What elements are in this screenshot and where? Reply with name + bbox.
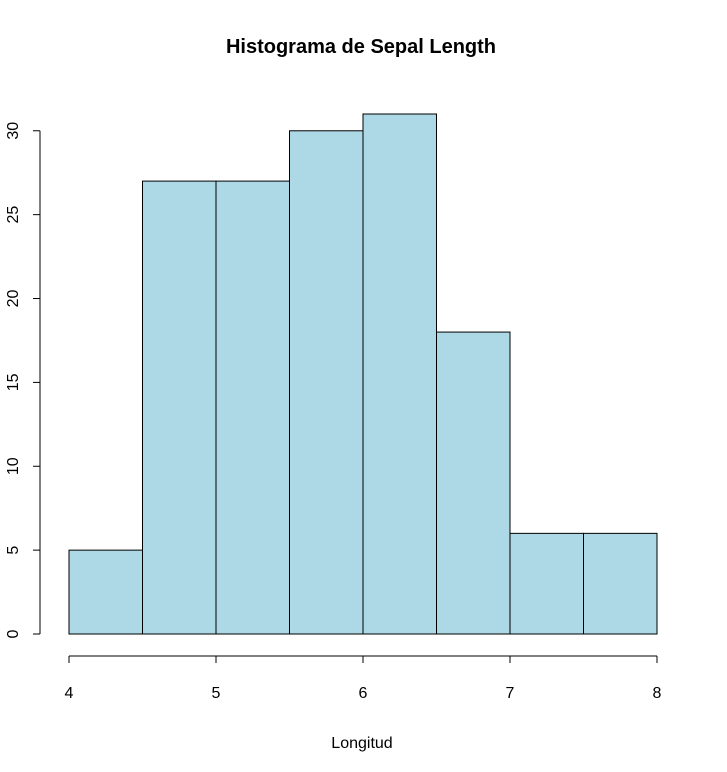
histogram-bar-2 <box>142 180 217 635</box>
x-tick-label: 4 <box>65 685 74 702</box>
x-tick-label: 7 <box>506 685 515 702</box>
y-tick-label: 25 <box>5 206 22 224</box>
y-tick-label: 5 <box>5 546 22 555</box>
y-axis: 0 5 10 15 20 25 30 <box>5 122 41 638</box>
y-tick-label: 10 <box>5 457 22 475</box>
y-tick-label: 20 <box>5 290 22 308</box>
chart-title: Histograma de Sepal Length <box>226 36 496 58</box>
x-tick-label: 6 <box>359 685 368 702</box>
histogram-bar-8 <box>583 532 658 635</box>
histogram-bar-7 <box>509 532 584 635</box>
histogram-bar-1 <box>68 549 143 635</box>
histogram-bar-6 <box>436 331 511 635</box>
bars-group <box>68 113 658 635</box>
histogram-bar-3 <box>215 180 290 635</box>
y-tick-label: 0 <box>5 629 22 638</box>
x-axis: 4 5 6 7 8 <box>65 655 662 702</box>
x-tick-label: 8 <box>653 685 662 702</box>
y-tick-label: 15 <box>5 373 22 391</box>
y-tick-label: 30 <box>5 122 22 140</box>
x-tick-label: 5 <box>212 685 221 702</box>
histogram-bar-4 <box>289 130 364 635</box>
x-axis-label: Longitud <box>331 735 392 752</box>
histogram-bar-5 <box>362 113 437 635</box>
